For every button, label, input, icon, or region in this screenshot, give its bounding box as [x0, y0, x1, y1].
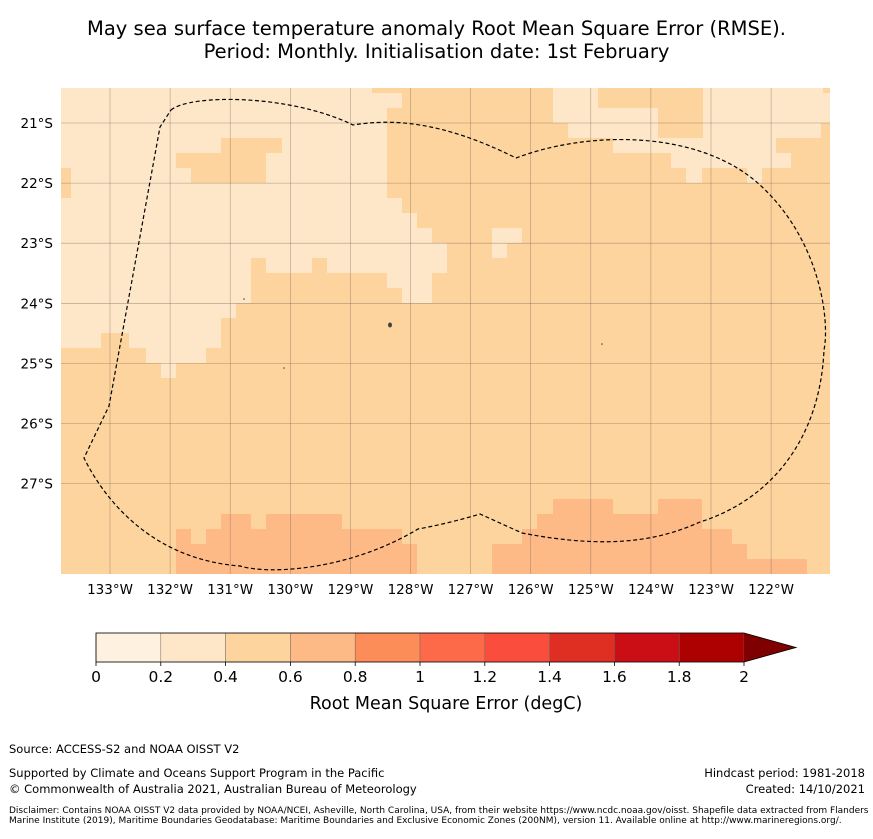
created-text: Created: 14/10/2021	[745, 782, 865, 796]
source-text: Source: ACCESS-S2 and NOAA OISST V2	[9, 742, 240, 756]
colorbar-segment	[549, 632, 615, 663]
eez-boundary	[83, 98, 827, 571]
colorbar-segment	[290, 632, 356, 663]
latitude-labels: 21°S 22°S 23°S 24°S 25°S 26°S 27°S	[21, 116, 54, 493]
map-title-line1: May sea surface temperature anomaly Root…	[87, 17, 786, 40]
longitude-label: 128°W	[388, 582, 434, 598]
longitude-label: 126°W	[508, 582, 554, 598]
latitude-label: 21°S	[21, 116, 54, 132]
colorbar-ticks: 0 0.2 0.4 0.6 0.8 1 1.2 1.4 1.6 1.8 2	[91, 662, 749, 686]
longitude-label: 125°W	[568, 582, 614, 598]
colorbar-tick-label: 0.8	[343, 668, 368, 686]
hindcast-text: Hindcast period: 1981-2018	[704, 766, 865, 780]
longitude-label: 123°W	[688, 582, 734, 598]
longitude-label: 131°W	[207, 582, 253, 598]
colorbar-label: Root Mean Square Error (degC)	[310, 694, 583, 714]
colorbar-segment	[225, 632, 291, 663]
islands	[243, 298, 603, 369]
colorbar-tick-label: 0.4	[213, 668, 238, 686]
graticule	[61, 88, 830, 574]
supported-by-text: Supported by Climate and Oceans Support …	[9, 766, 385, 780]
colorbar-segment	[678, 632, 745, 663]
colorbar-tick-label: 2	[739, 668, 749, 686]
latitude-label: 26°S	[21, 417, 54, 433]
colorbar-tick-label: 1.8	[667, 668, 692, 686]
colorbar-extend-arrow	[744, 633, 796, 662]
disclaimer-text: Disclaimer: Contains NOAA OISST V2 data …	[9, 806, 869, 827]
longitude-label: 132°W	[147, 582, 193, 598]
rmse-mid-pockets	[176, 88, 703, 183]
colorbar-tick-label: 0.2	[148, 668, 173, 686]
colorbar-tick-label: 0.6	[278, 668, 303, 686]
colorbar-tick-label: 1.6	[602, 668, 627, 686]
colorbar-tick-label: 1.4	[537, 668, 562, 686]
colorbar-outline	[95, 632, 798, 663]
copyright-text: © Commonwealth of Australia 2021, Austra…	[9, 782, 417, 796]
latitude-label: 24°S	[21, 296, 54, 312]
latitude-label: 27°S	[21, 477, 54, 493]
longitude-labels: 133°W 132°W 131°W 130°W 129°W 128°W 127°W 126°W…	[87, 582, 794, 598]
latitude-label: 22°S	[21, 176, 54, 192]
colorbar-segment	[614, 632, 680, 663]
longitude-label: 130°W	[267, 582, 313, 598]
latitude-label: 23°S	[21, 236, 54, 252]
longitude-label: 129°W	[327, 582, 373, 598]
map-title-line2: Period: Monthly. Initialisation date: 1s…	[203, 40, 670, 63]
longitude-label: 133°W	[87, 582, 133, 598]
latitude-label: 25°S	[21, 356, 54, 372]
rmse-high-region	[176, 499, 807, 574]
colorbar-tick-label: 1.2	[472, 668, 497, 686]
colorbar-segment	[484, 632, 550, 663]
colorbar	[95, 632, 798, 663]
longitude-label: 127°W	[448, 582, 494, 598]
colorbar-segment	[160, 632, 226, 663]
colorbar-segment	[419, 632, 486, 663]
colorbar-segment	[354, 632, 421, 663]
longitude-label: 124°W	[628, 582, 674, 598]
colorbar-tick-label: 1	[415, 668, 425, 686]
longitude-label: 122°W	[748, 582, 794, 598]
colorbar-tick-label: 0	[91, 668, 101, 686]
colorbar-segment	[95, 632, 162, 663]
